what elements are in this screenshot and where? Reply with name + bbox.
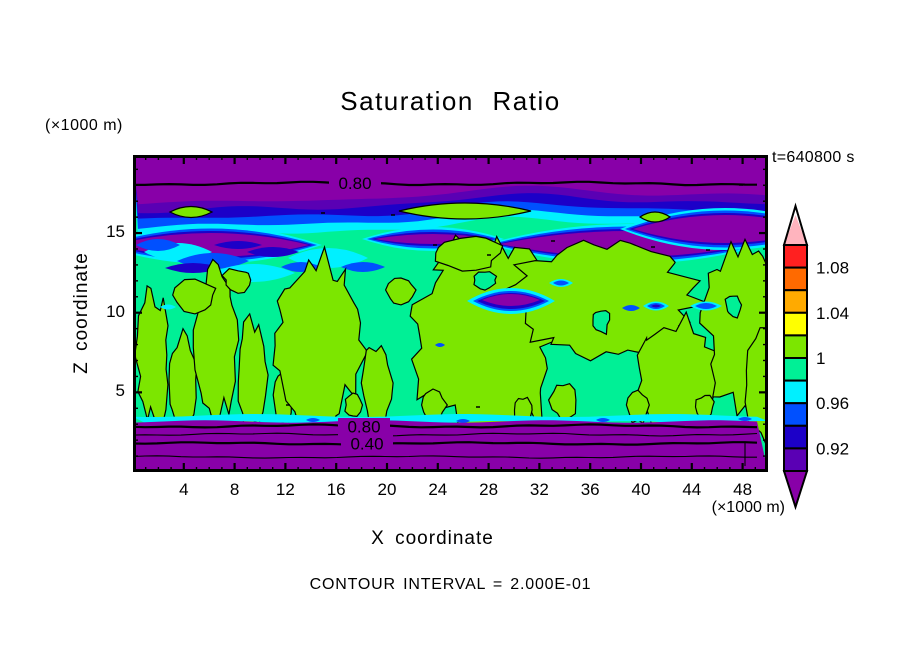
colorbar-tick-label: 0.96 — [816, 394, 849, 413]
x-tick-label: 16 — [326, 480, 346, 499]
x-tick-label: 20 — [377, 480, 397, 499]
contour-label: 0.80 — [347, 418, 380, 437]
contour-label: 0.40 — [350, 435, 383, 454]
x-tick-label: 36 — [580, 480, 600, 499]
x-tick-label: 4 — [179, 480, 189, 499]
y-tick-label: 10 — [106, 301, 125, 321]
x-tick-label: 28 — [479, 480, 499, 499]
x-tick-label: 44 — [682, 480, 702, 499]
x-tick-label: 32 — [529, 480, 549, 499]
y-tick-label: 5 — [115, 381, 125, 401]
contour-label: 0.80 — [338, 174, 371, 193]
chart-title: Saturation Ratio — [340, 86, 561, 116]
colorbar-tick-label: 1.04 — [816, 304, 849, 323]
colorbar: 1.08 1.04 1 0.96 0.92 — [782, 202, 849, 511]
z-axis-units-label: (×1000 m) — [45, 117, 123, 134]
colorbar-tick-label: 1 — [816, 349, 825, 368]
y-tick-label: 15 — [106, 222, 125, 242]
x-tick-label: 24 — [428, 480, 448, 499]
x-tick-label: 40 — [631, 480, 651, 499]
x-tick-label: 12 — [275, 480, 295, 499]
x-tick-label: 48 — [733, 480, 753, 499]
colorbar-tick-label: 0.92 — [816, 439, 849, 458]
contour-plot: 0.800.800.40 — [133, 155, 768, 472]
y-axis-title: Z coordinate — [71, 252, 92, 374]
timestamp-label: t=640800 s — [772, 149, 855, 166]
colorbar-tick-label: 1.08 — [816, 259, 849, 278]
x-axis-units-label: (×1000 m) — [711, 499, 785, 516]
x-axis-title: X coordinate — [371, 528, 494, 549]
x-tick-label: 8 — [229, 480, 240, 499]
contour-interval-note: CONTOUR INTERVAL = 2.000E-01 — [309, 576, 592, 593]
